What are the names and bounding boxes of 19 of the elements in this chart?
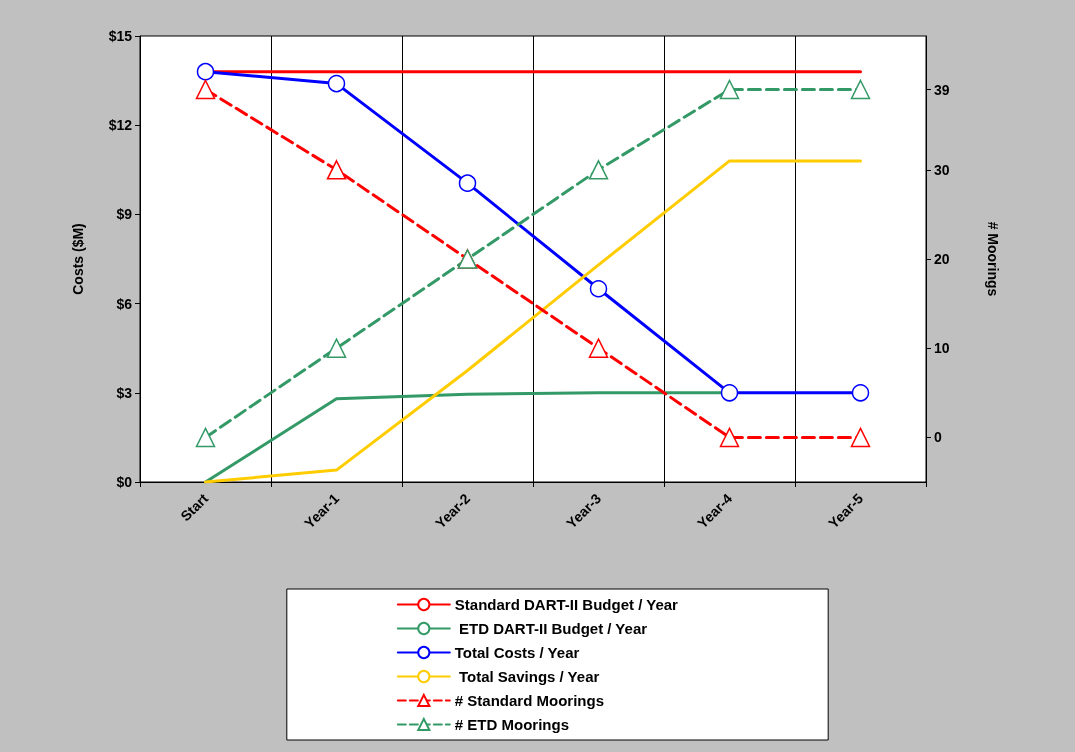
y-axis-title: Costs ($M)	[70, 223, 86, 295]
y2-tick-label: 10	[934, 340, 950, 357]
legend-label: # ETD Moorings	[454, 716, 569, 733]
legend-label: Standard DART-II Budget / Year	[454, 596, 679, 613]
y-tick-label: $3	[116, 384, 133, 401]
legend-label: # Standard Moorings	[454, 692, 604, 709]
legend-label: ETD DART-II Budget / Year	[454, 620, 648, 637]
y2-tick-label: 20	[934, 251, 950, 267]
y-tick-label: $6	[116, 295, 133, 312]
y-tick-label: $12	[108, 117, 133, 134]
y2-tick-label: 39	[934, 81, 950, 98]
y2-axis-title: # Moorings	[985, 221, 1001, 297]
y-tick-label: $0	[116, 474, 133, 490]
y2-tick-label: 30	[934, 161, 950, 178]
y-tick-label: $15	[108, 28, 133, 44]
y-tick-label: $9	[116, 206, 133, 223]
legend-label: Total Costs / Year	[454, 644, 580, 661]
legend-label: Total Savings / Year	[454, 668, 600, 685]
y2-tick-label: 0	[934, 429, 942, 446]
